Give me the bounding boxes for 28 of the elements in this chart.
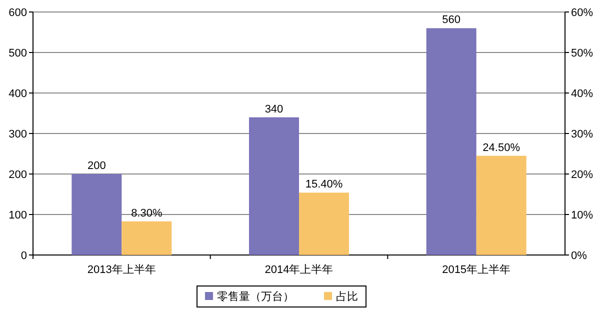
data-label: 24.50% [482,142,520,154]
y2-tick-label: 40% [571,88,594,100]
data-label: 340 [264,103,284,116]
y2-tick-label: 0% [571,250,588,262]
y-tick-label: 400 [8,88,27,100]
data-label: 200 [87,160,106,172]
y-tick-label: 600 [8,7,27,19]
y2-tick-label: 50% [571,48,594,60]
y2-tick-label: 10% [571,210,594,222]
data-label: 560 [442,14,461,26]
bar [72,174,122,255]
y2-tick-label: 60% [571,7,594,19]
bar [426,28,476,255]
x-tick-label: 2015年上半年 [442,263,511,276]
x-tick-label: 2014年上半年 [264,263,334,276]
bar [249,117,299,255]
legend-label: 占比 [336,290,358,303]
x-tick-label: 2013年上半年 [87,263,156,276]
y-tick-label: 300 [8,128,27,140]
data-label: 8.30% [131,207,162,220]
legend-label: 零售量（万台） [217,290,294,303]
data-label: 15.40% [305,178,343,191]
y2-tick-label: 20% [571,169,594,181]
y-tick-label: 0 [20,250,27,262]
y-tick-label: 100 [8,210,27,222]
y2-tick-label: 30% [571,128,594,140]
y-tick-label: 500 [8,48,27,60]
y-tick-label: 200 [8,169,27,181]
